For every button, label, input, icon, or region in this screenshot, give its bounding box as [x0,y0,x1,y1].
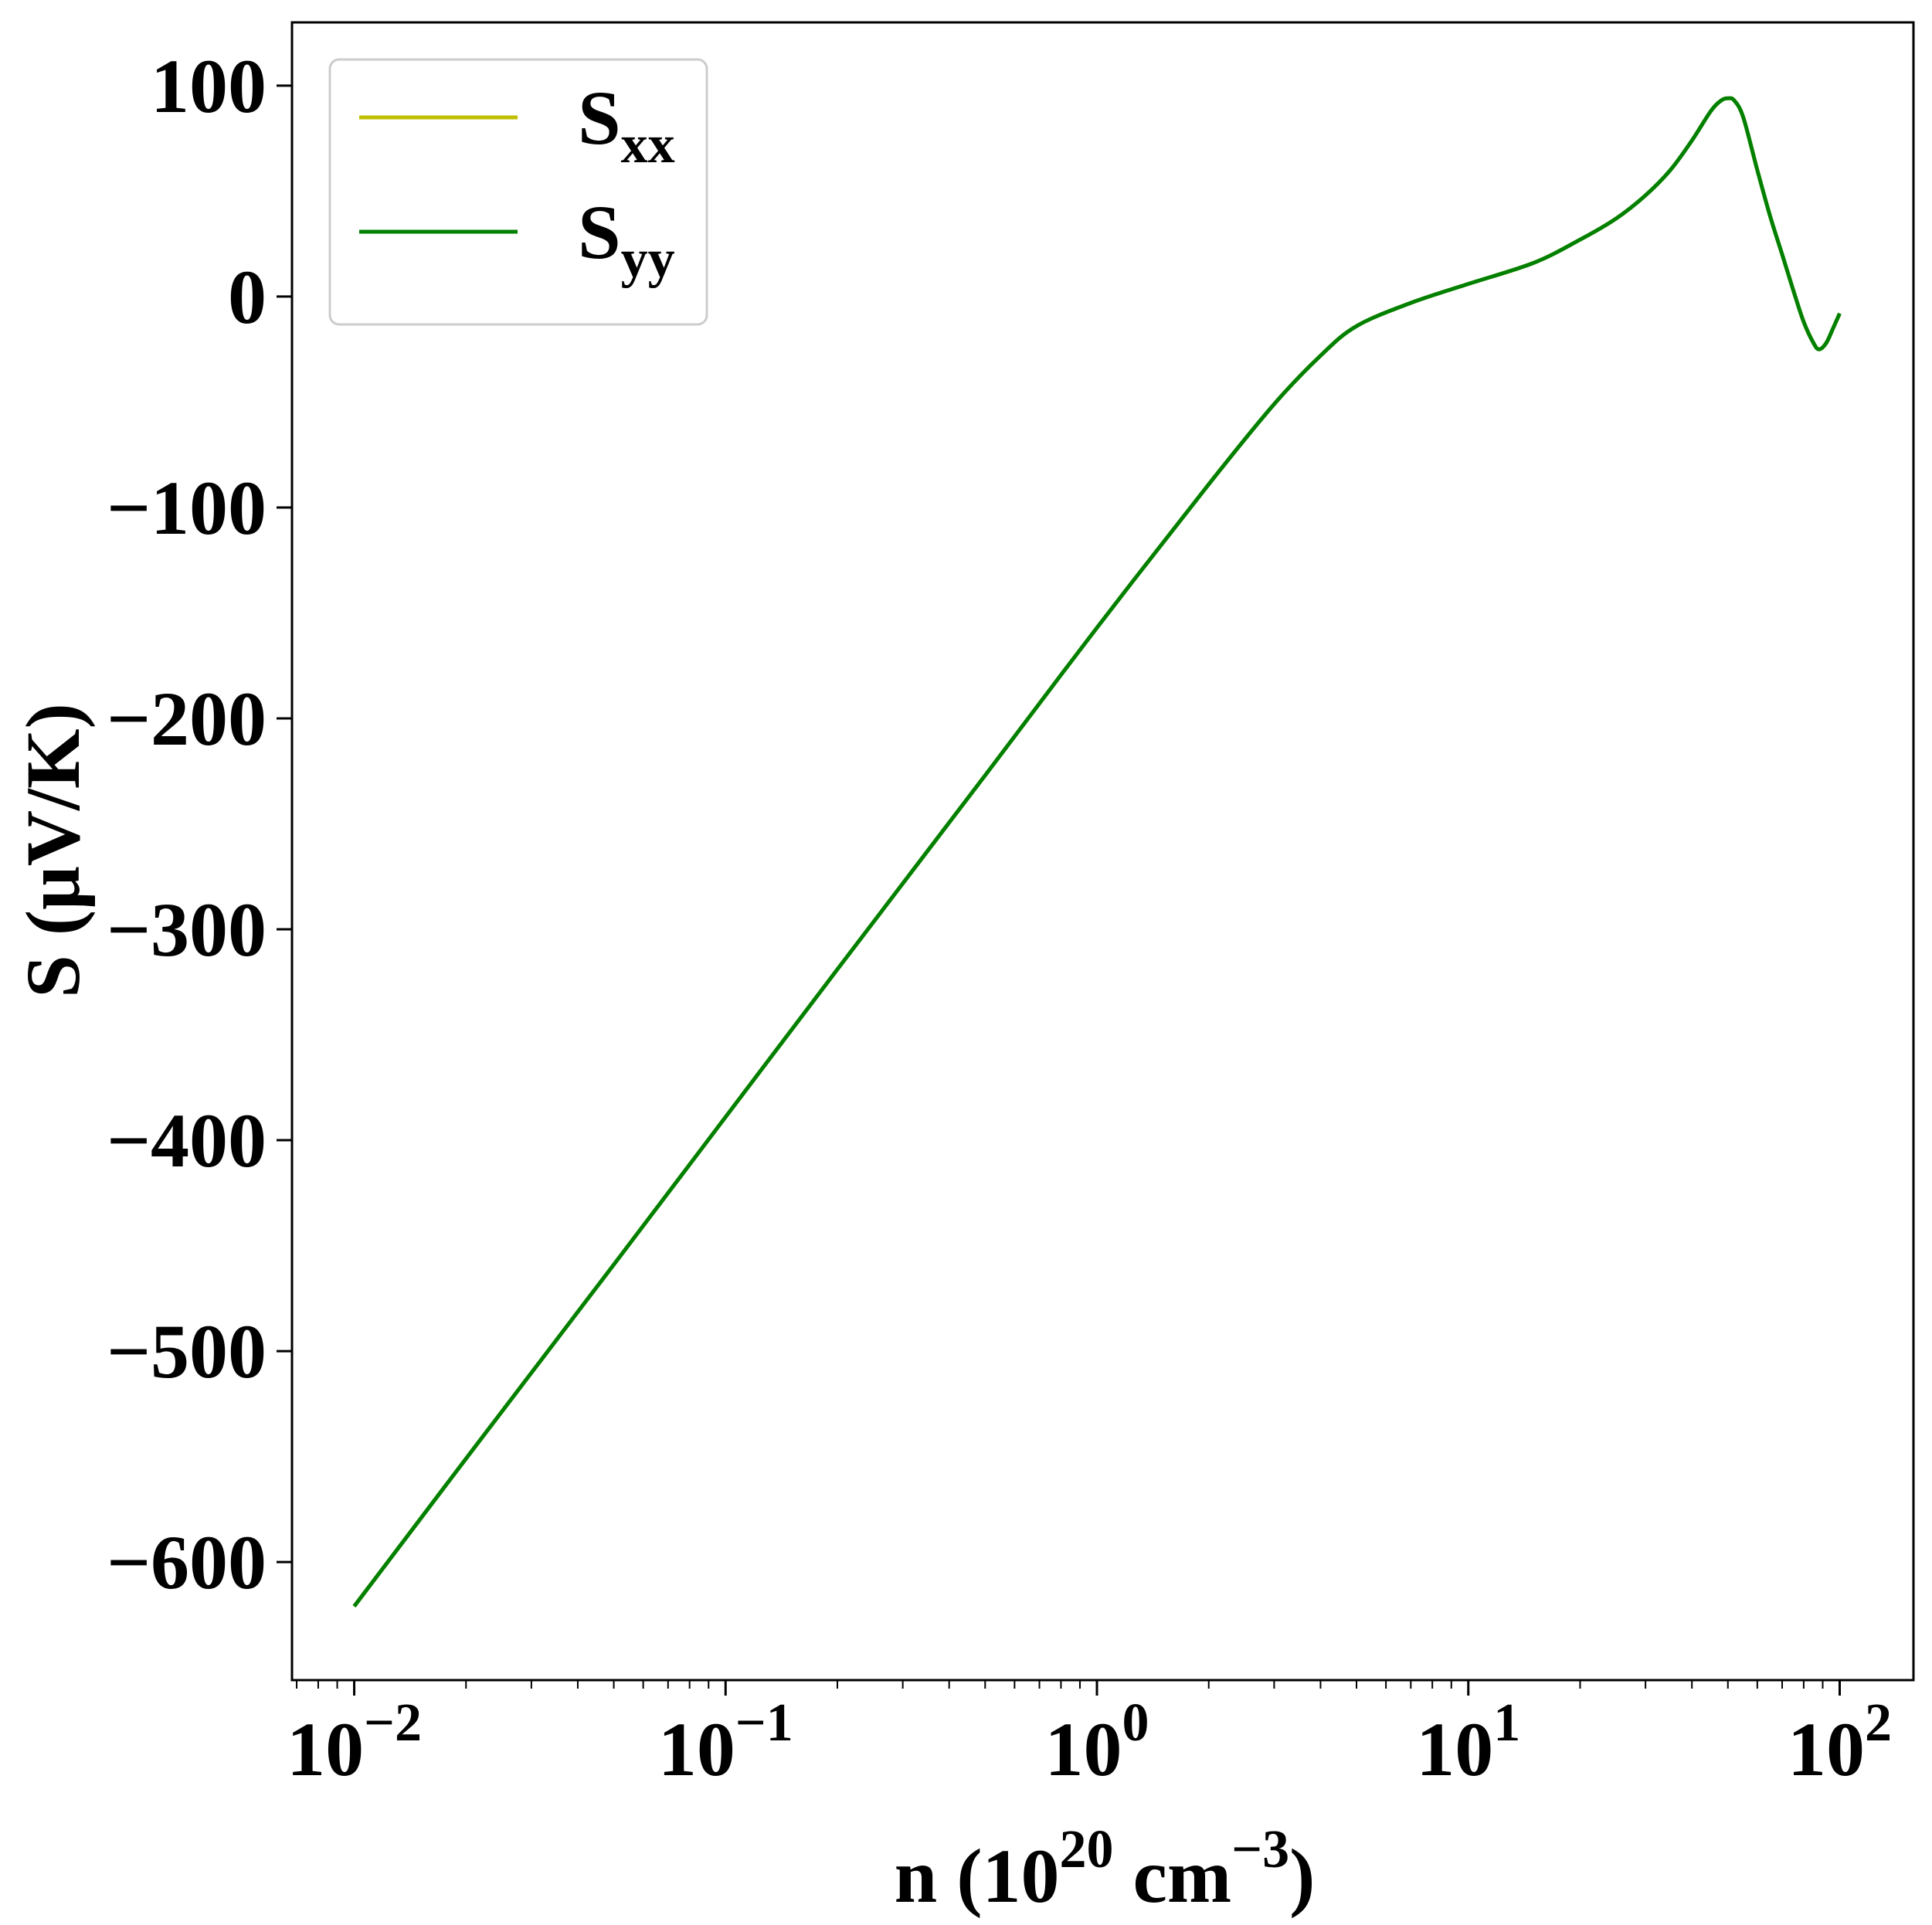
x-tick-exponent: −2 [364,1693,422,1753]
x-tick-label: 10−2 [287,1693,422,1792]
x-axis: 10−2 10−1 100 101 102 [287,1680,1892,1792]
legend-label-main: S [578,75,621,161]
y-tick-label: −100 [107,465,267,551]
x-tick-base: 10 [1788,1706,1865,1792]
y-tick-label: −600 [107,1519,267,1605]
x-tick-base: 10 [1416,1706,1493,1792]
legend-label: Sxx [578,75,675,175]
series-lines [352,96,1842,1608]
x-axis-label: n (1020 cm−3) [895,1820,1316,1919]
x-axis-label-unit: cm [1114,1833,1232,1919]
x-tick-base: 10 [1045,1706,1122,1792]
legend-label-sub: xx [621,115,675,175]
x-tick-label: 101 [1416,1693,1520,1792]
y-tick-label: −300 [107,887,267,973]
legend-label-sub: yy [621,229,675,289]
x-tick-exponent: 0 [1122,1693,1149,1753]
y-axis-label: S (μV/K) [10,703,96,998]
x-axis-label-exp1: 20 [1060,1820,1114,1879]
legend-label-main: S [578,189,621,275]
x-tick-exponent: 1 [1493,1693,1520,1753]
y-tick-label: −200 [107,676,267,762]
y-tick-label: 100 [151,43,267,129]
y-tick-label: −500 [107,1309,267,1394]
x-tick-exponent: 2 [1865,1693,1892,1753]
series-line-syy [352,96,1842,1608]
x-tick-label: 100 [1045,1693,1149,1792]
x-tick-label: 102 [1788,1693,1892,1792]
x-axis-label-base: n (10 [895,1833,1060,1919]
x-tick-base: 10 [287,1706,364,1792]
legend-label: Syy [578,189,675,289]
x-axis-label-close: ) [1289,1833,1315,1919]
y-tick-label: 0 [228,254,267,340]
x-tick-exponent: −1 [735,1693,793,1753]
x-tick-base: 10 [658,1706,735,1792]
x-axis-label-exp2: −3 [1231,1820,1289,1879]
x-tick-label: 10−1 [658,1693,793,1792]
y-tick-label: −400 [107,1098,267,1183]
y-axis: 100 0 −100 −200 −300 −400 −500 −600 [107,43,292,1605]
legend-box [328,58,708,326]
